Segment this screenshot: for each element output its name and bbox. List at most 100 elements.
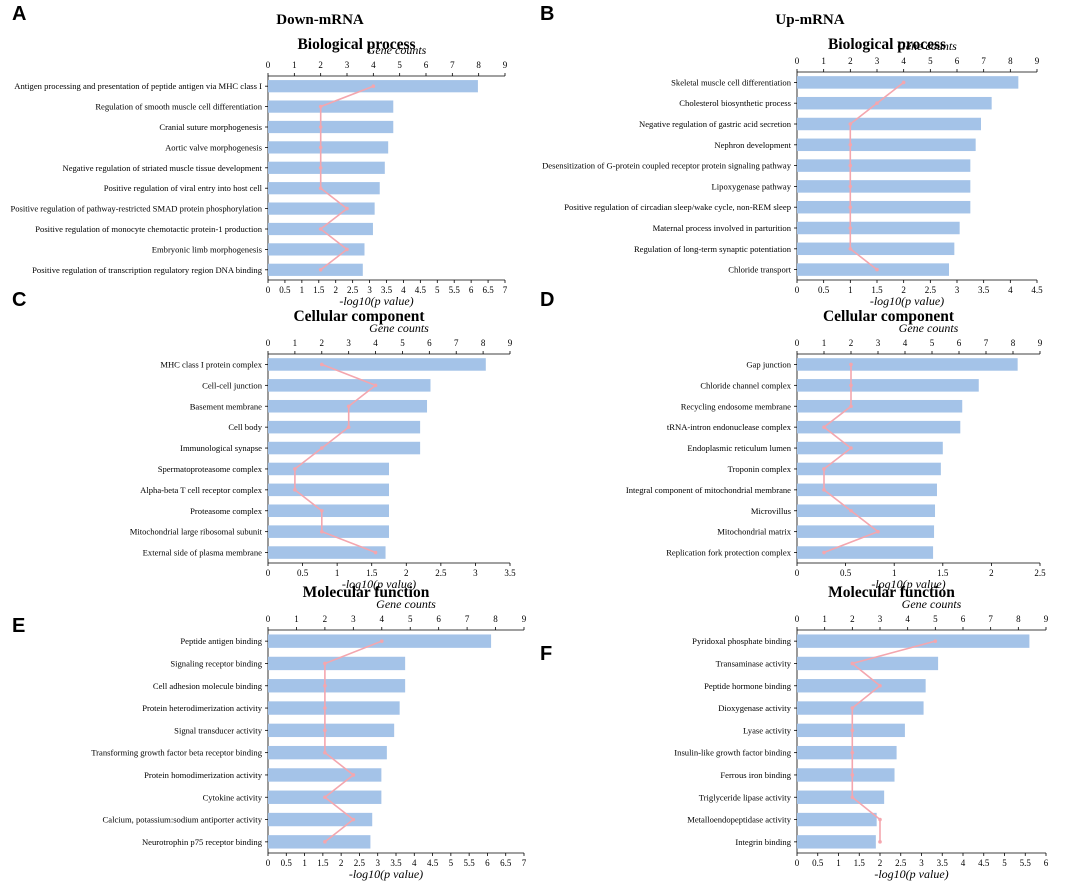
bottom-tick-label: 1: [892, 568, 897, 578]
bottom-tick-label: 0: [266, 568, 271, 578]
panel-letter: E: [12, 615, 25, 637]
bar: [268, 701, 400, 715]
bar: [268, 525, 389, 538]
bottom-tick-label: 1.5: [937, 568, 949, 578]
bottom-tick-label: 4: [961, 858, 966, 868]
bottom-tick-label: 1: [302, 858, 307, 868]
top-tick-label: 0: [266, 338, 271, 348]
bottom-axis-title: -log10(p value): [339, 294, 413, 308]
bottom-tick-label: 2: [878, 858, 883, 868]
section-title: Molecular function: [303, 584, 430, 601]
bottom-tick-label: 3: [375, 858, 380, 868]
top-tick-label: 6: [427, 338, 432, 348]
bar: [268, 141, 389, 154]
top-tick-label: 1: [821, 56, 826, 66]
top-tick-label: 6: [961, 614, 966, 624]
column-title-up-mrna: Up-mRNA: [775, 12, 844, 28]
bottom-tick-label: 4.5: [415, 285, 427, 295]
top-tick-label: 8: [476, 60, 481, 70]
category-label: Cell adhesion molecule binding: [153, 681, 263, 691]
category-label: Microvillus: [751, 506, 792, 516]
bottom-tick-label: 3: [367, 285, 372, 295]
gene-count-point: [849, 362, 853, 367]
bottom-tick-label: 4.5: [427, 858, 439, 868]
bar: [268, 679, 406, 693]
top-tick-label: 4: [371, 60, 376, 70]
bar: [797, 420, 961, 434]
top-tick-label: 1: [292, 60, 297, 70]
category-label: Positive regulation of viral entry into …: [104, 183, 263, 193]
gene-count-point: [318, 145, 323, 150]
gene-count-point: [318, 227, 323, 231]
top-tick-label: 6: [436, 614, 441, 624]
top-tick-label: 3: [875, 56, 880, 66]
bar: [797, 701, 924, 715]
bar: [797, 117, 981, 131]
top-tick-label: 3: [878, 614, 883, 624]
bar: [268, 835, 371, 849]
category-label: Cytokine activity: [203, 792, 263, 802]
bottom-tick-label: 0.5: [297, 568, 309, 578]
bottom-tick-label: 5.5: [464, 858, 476, 868]
top-tick-label: 5: [933, 614, 938, 624]
bar: [268, 483, 389, 497]
bar: [797, 441, 943, 455]
top-tick-label: 0: [795, 56, 800, 66]
category-label: Transaminase activity: [716, 658, 792, 668]
gene-count-point: [850, 750, 855, 755]
gene-count-point: [323, 661, 327, 666]
gene-count-point: [848, 247, 853, 251]
bar: [797, 200, 971, 214]
category-label: Metalloendopeptidase activity: [687, 815, 792, 825]
gene-count-point: [319, 529, 324, 534]
bar: [268, 812, 373, 827]
category-label: Mitochondrial matrix: [717, 527, 791, 537]
top-axis-title: Gene counts: [897, 39, 957, 53]
top-tick-label: 5: [397, 60, 402, 70]
bottom-tick-label: 7: [503, 285, 508, 295]
gene-count-point: [323, 840, 327, 844]
section-title: Biological process: [828, 36, 946, 53]
bottom-tick-label: 1: [848, 285, 853, 295]
category-label: Nephron development: [714, 140, 791, 150]
category-label: Integral component of mitochondrial memb…: [626, 485, 791, 495]
bottom-tick-label: 1: [300, 285, 305, 295]
gene-count-point: [318, 125, 323, 129]
bottom-tick-label: 2.5: [895, 858, 907, 868]
bottom-tick-label: 1: [836, 858, 841, 868]
bar: [797, 790, 885, 804]
bar: [268, 100, 394, 113]
gene-count-point: [850, 661, 855, 666]
bar: [797, 180, 971, 193]
panel-e: E Molecular function 0 1 2 3 4 5 6 7 8 9 Gene counts…: [12, 584, 527, 881]
category-label: Signal transducer activity: [174, 725, 263, 735]
bottom-axis-title: -log10(p value): [870, 294, 944, 308]
category-label: Calcium, potassium:sodium antiporter act…: [103, 815, 263, 825]
top-tick-label: 0: [795, 338, 800, 348]
top-tick-label: 2: [323, 614, 328, 624]
bar: [797, 242, 955, 256]
gene-count-point: [878, 840, 882, 844]
top-tick-label: 3: [351, 614, 356, 624]
bar: [268, 441, 421, 455]
gene-count-point: [318, 166, 323, 170]
gene-count-line: [822, 364, 880, 554]
top-tick-label: 3: [346, 338, 351, 348]
category-label: Negative regulation of striated muscle t…: [62, 163, 262, 173]
category-label: Embryonic limb morphogenesis: [152, 244, 263, 254]
bar: [797, 138, 976, 152]
category-label: Regulation of long-term synaptic potenti…: [634, 244, 792, 254]
bottom-tick-label: 0: [266, 285, 271, 295]
gene-count-point: [351, 773, 356, 777]
gene-count-point: [848, 143, 853, 147]
gene-count-point: [351, 817, 356, 822]
top-axis-title: Gene counts: [899, 321, 959, 335]
bottom-tick-label: 6.5: [500, 858, 512, 868]
panel-letter: B: [540, 3, 554, 25]
bottom-tick-label: 4.5: [978, 858, 990, 868]
bottom-tick-label: 2: [901, 285, 906, 295]
bar: [268, 723, 395, 738]
bar: [797, 159, 971, 172]
bar: [268, 358, 486, 371]
panel-letter: A: [12, 3, 26, 25]
